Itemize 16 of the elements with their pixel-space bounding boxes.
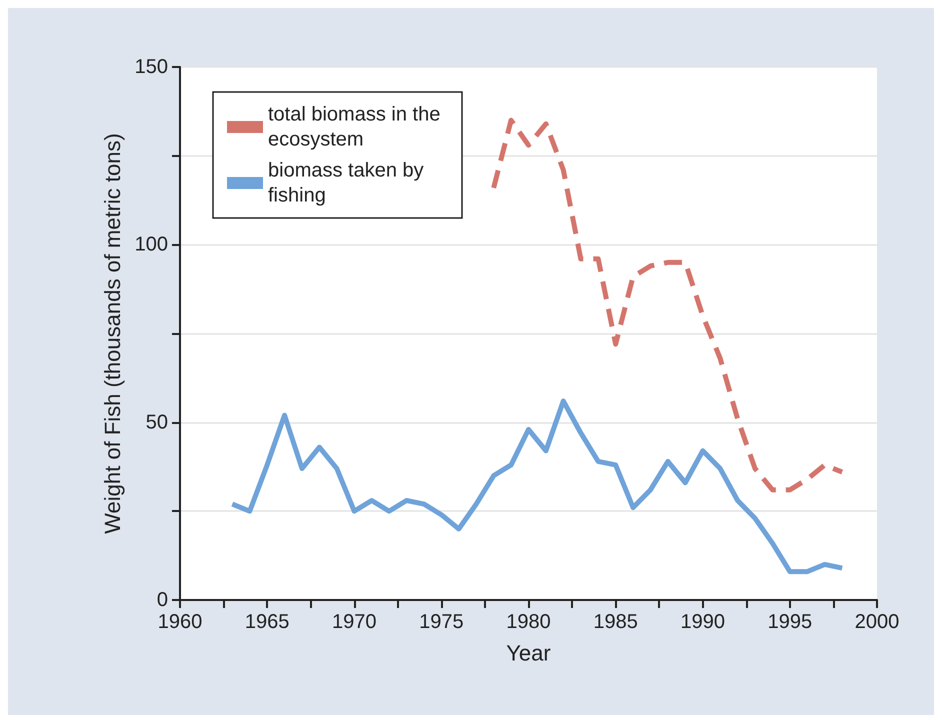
x-tick-label: 2000 bbox=[854, 611, 900, 633]
x-tick-label: 1995 bbox=[768, 611, 812, 633]
y-tick-label: 150 bbox=[134, 56, 168, 78]
y-tick-label: 0 bbox=[156, 589, 168, 611]
x-tick-label: 1980 bbox=[506, 611, 551, 633]
x-tick-label: 1960 bbox=[158, 611, 202, 633]
y-axis-title: Weight of Fish (thousands of metric tons) bbox=[100, 133, 126, 534]
y-tick-label: 50 bbox=[146, 411, 168, 434]
legend-label: biomass taken by fishing bbox=[268, 160, 430, 206]
x-tick-label: 1975 bbox=[419, 611, 464, 633]
x-tick-label: 1990 bbox=[680, 611, 725, 633]
x-tick-label: 1985 bbox=[593, 611, 638, 633]
x-axis-title: Year bbox=[506, 640, 551, 666]
x-tick-label: 1970 bbox=[332, 611, 376, 633]
y-tick-label: 100 bbox=[134, 234, 168, 256]
x-tick-label: 1965 bbox=[244, 611, 290, 633]
